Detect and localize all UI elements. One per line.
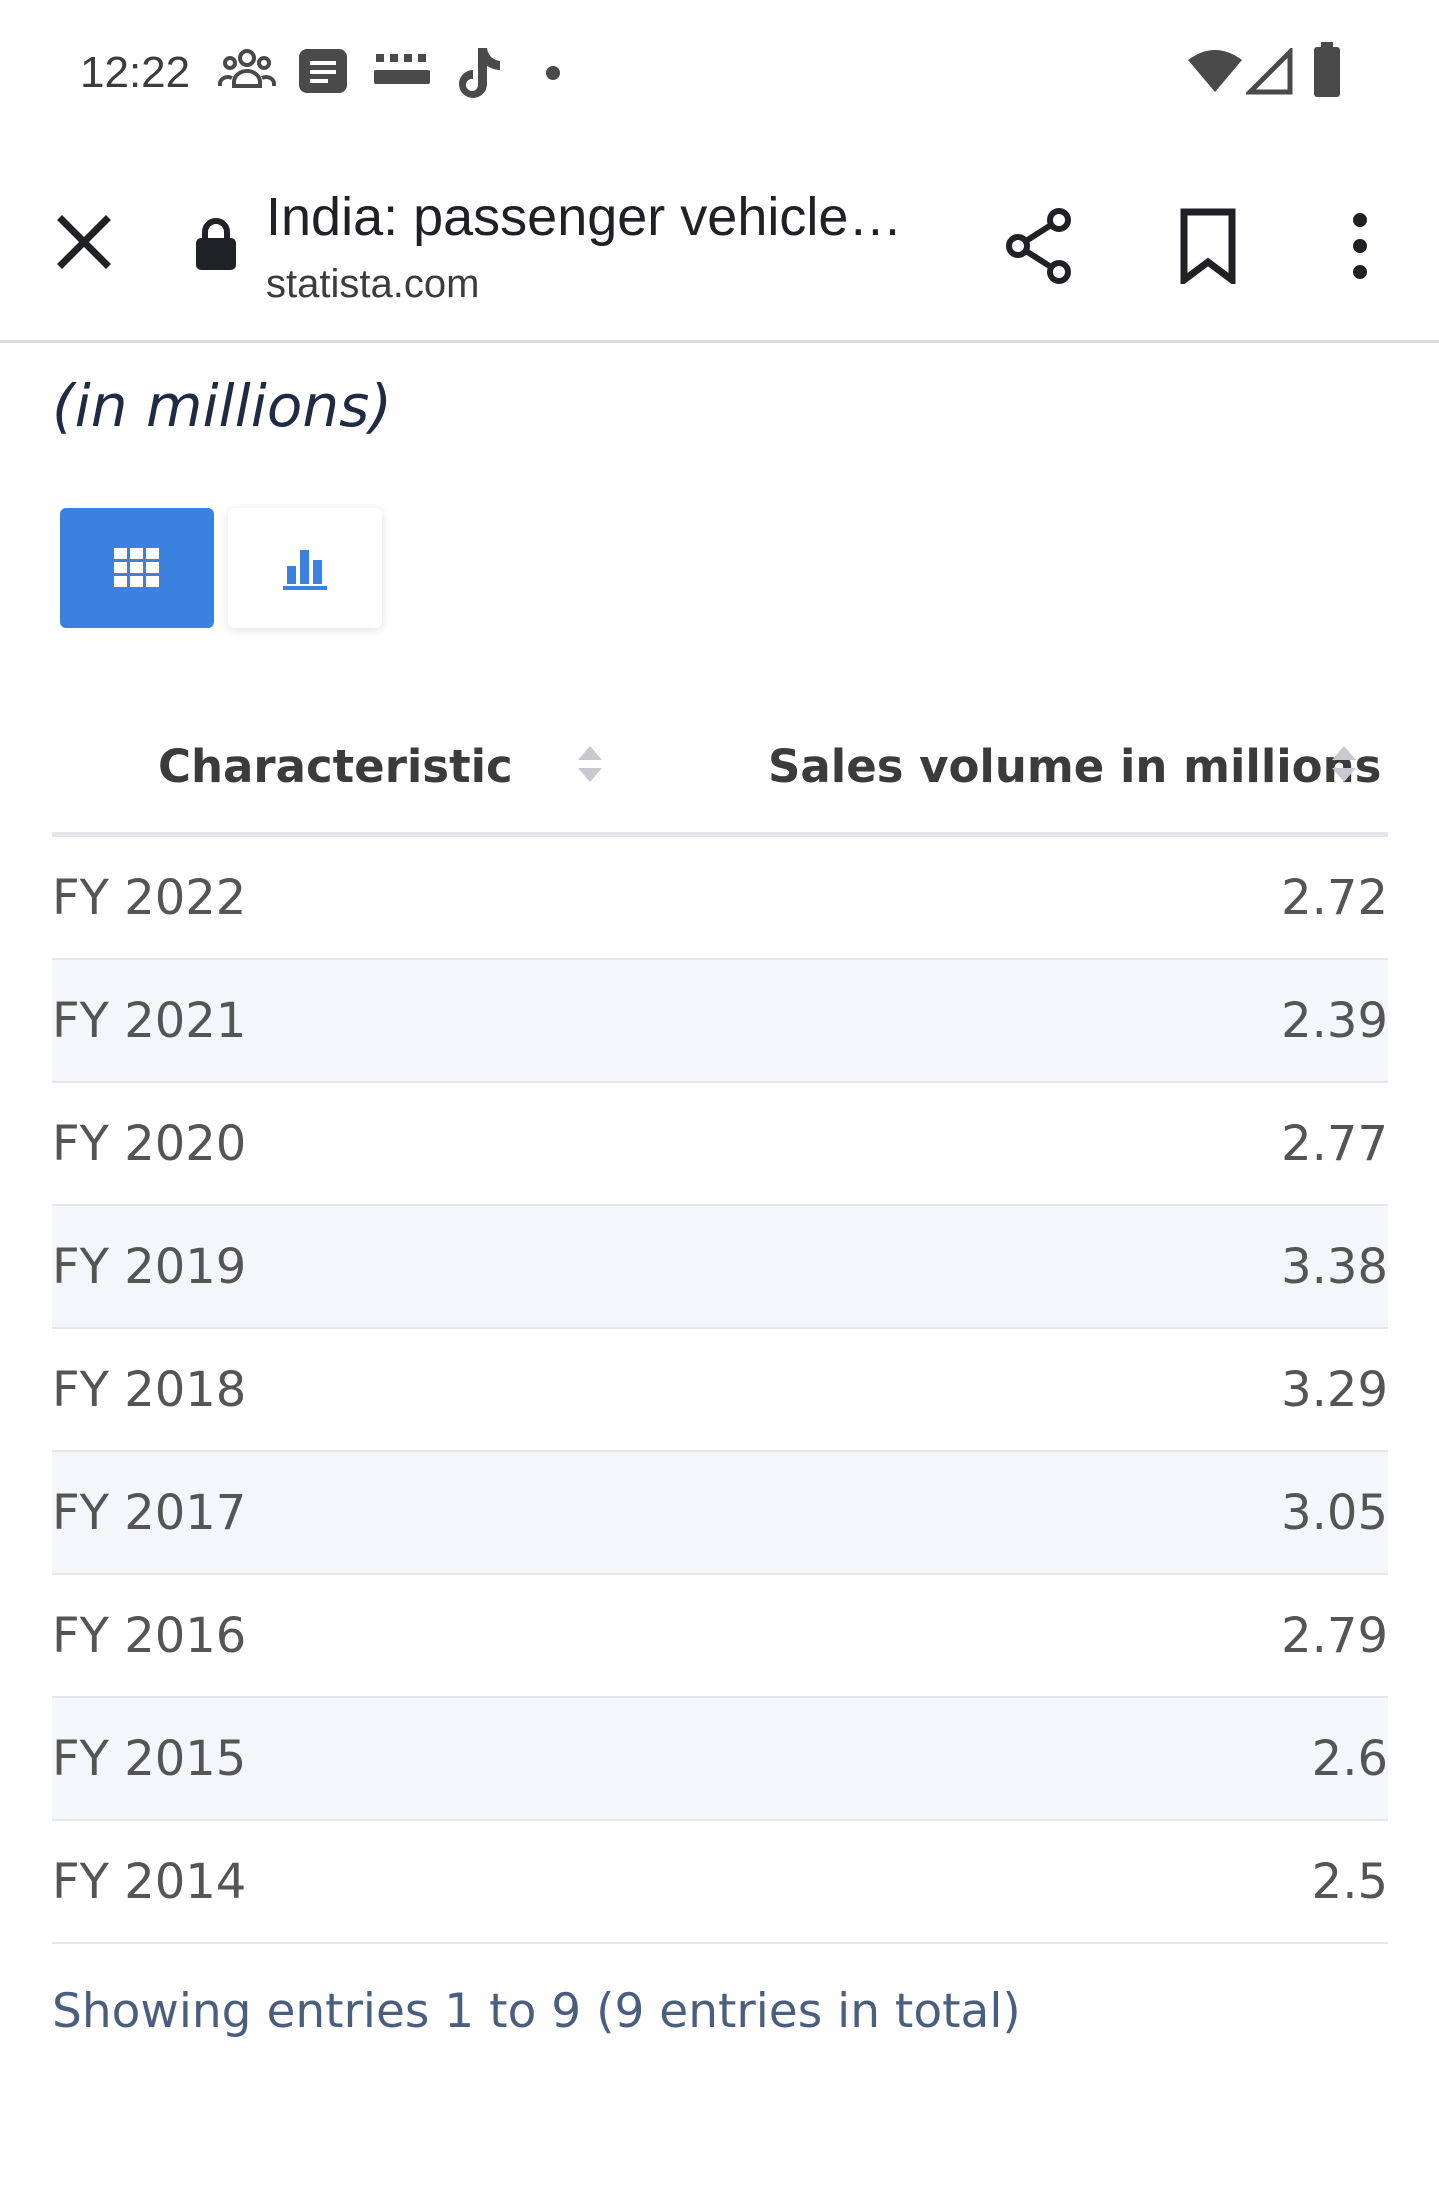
- table-row: FY 2015 2.6: [52, 1697, 1388, 1821]
- bar-chart-icon: [283, 550, 327, 590]
- chart-view-button[interactable]: [228, 508, 382, 628]
- lock-icon: [196, 218, 236, 270]
- page-title[interactable]: India: passenger vehicle…: [266, 187, 903, 247]
- browser-toolbar: India: passenger vehicle… statista.com: [0, 150, 1439, 343]
- row-characteristic: FY 2020: [52, 1082, 720, 1206]
- row-value: 2.6: [720, 1697, 1388, 1821]
- battery-icon: [1314, 42, 1340, 97]
- row-characteristic: FY 2017: [52, 1451, 720, 1575]
- table-row: FY 2014 2.5: [52, 1820, 1388, 1944]
- table-row: FY 2019 3.38: [52, 1205, 1388, 1329]
- sort-icon[interactable]: [574, 740, 606, 788]
- table-row: FY 2016 2.79: [52, 1574, 1388, 1698]
- table-view-button[interactable]: [60, 508, 214, 628]
- unit-label: (in millions): [52, 372, 392, 440]
- row-characteristic: FY 2016: [52, 1574, 720, 1698]
- page-url[interactable]: statista.com: [266, 262, 480, 306]
- column-header-label: Characteristic: [158, 740, 513, 793]
- message-icon: [299, 49, 347, 93]
- status-bar: 12:22: [0, 0, 1439, 150]
- status-time: 12:22: [80, 48, 191, 97]
- table-grid-icon: [114, 548, 159, 587]
- row-value: 2.79: [720, 1574, 1388, 1698]
- row-value: 3.29: [720, 1328, 1388, 1452]
- share-icon[interactable]: [1004, 206, 1076, 286]
- row-value: 3.38: [720, 1205, 1388, 1329]
- more-vert-icon[interactable]: [1336, 206, 1384, 286]
- row-characteristic: FY 2015: [52, 1697, 720, 1821]
- row-characteristic: FY 2022: [52, 834, 720, 960]
- wifi-icon: [1188, 50, 1242, 92]
- row-characteristic: FY 2014: [52, 1820, 720, 1944]
- people-icon: [218, 49, 276, 88]
- table-row: FY 2017 3.05: [52, 1451, 1388, 1575]
- signal-icon: [1246, 48, 1293, 95]
- temu-icon: [374, 54, 430, 84]
- entries-info: Showing entries 1 to 9 (9 entries in tot…: [52, 1984, 1021, 2039]
- row-value: 2.77: [720, 1082, 1388, 1206]
- column-header-label: Sales volume in millions: [768, 740, 1382, 793]
- tiktok-icon: [459, 48, 500, 98]
- row-value: 2.5: [720, 1820, 1388, 1944]
- table-header-row: Characteristic Sales volume in millions: [52, 690, 1388, 837]
- dot-icon: [546, 66, 560, 80]
- close-icon[interactable]: [52, 210, 116, 274]
- data-table: Characteristic Sales volume in millions …: [52, 690, 1388, 1944]
- table-row: FY 2021 2.39: [52, 959, 1388, 1083]
- row-characteristic: FY 2018: [52, 1328, 720, 1452]
- row-value: 2.72: [720, 834, 1388, 960]
- row-characteristic: FY 2021: [52, 959, 720, 1083]
- row-value: 2.39: [720, 959, 1388, 1083]
- table-row: FY 2018 3.29: [52, 1328, 1388, 1452]
- column-header-sales-volume[interactable]: Sales volume in millions: [720, 690, 1388, 837]
- table-row: FY 2020 2.77: [52, 1082, 1388, 1206]
- bookmark-icon[interactable]: [1178, 208, 1238, 284]
- row-value: 3.05: [720, 1451, 1388, 1575]
- table-row: FY 2022 2.72: [52, 834, 1388, 960]
- sort-icon[interactable]: [1328, 740, 1360, 788]
- row-characteristic: FY 2019: [52, 1205, 720, 1329]
- column-header-characteristic[interactable]: Characteristic: [52, 690, 720, 837]
